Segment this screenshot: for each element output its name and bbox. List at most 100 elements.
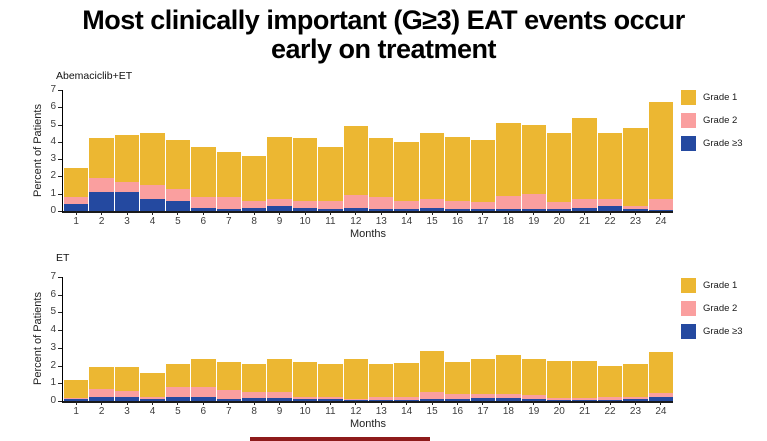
bar-month-23 [623,128,648,211]
y-tick-mark [58,176,62,178]
bar-month-20 [547,361,572,401]
x-tick-label-7: 7 [225,406,232,417]
bar-month-21 [572,117,597,211]
x-tick-label-15: 15 [426,406,438,417]
legend-swatch-grade1 [681,278,696,293]
bar-month-2 [89,138,114,211]
x-tick-label-2: 2 [98,216,105,227]
y-tick-mark [58,211,62,212]
segment-grade3-month-19 [521,209,547,211]
x-tick-mark [242,211,266,215]
legend-label: Grade ≥3 [703,138,743,149]
segment-grade1-month-10 [292,138,318,201]
x-tick-mark [572,211,596,215]
x-tick-mark [649,211,673,215]
segment-grade2-month-1 [64,197,89,205]
y-tick-label-1: 1 [50,377,56,389]
segment-grade1-month-10 [292,362,318,398]
segment-grade3-month-3 [114,396,140,401]
x-tick-label-14: 14 [401,216,413,227]
x-tick-label-5: 5 [175,216,181,227]
segment-grade1-month-4 [140,372,165,398]
segment-grade2-month-22 [597,396,623,401]
x-tick-mark [369,401,393,405]
segment-grade3-month-1 [64,204,89,211]
x-tick-mark [496,401,520,405]
x-tick-label-7: 7 [225,216,232,227]
segment-grade3-month-12 [343,400,369,401]
segment-grade3-month-23 [623,399,648,401]
segment-grade1-month-19 [521,124,547,194]
legend-item: Grade 2 [681,301,743,316]
segment-grade1-month-21 [572,117,597,199]
segment-grade2-month-14 [394,200,419,210]
segment-grade2-month-21 [572,198,597,208]
x-tick-mark [344,211,368,215]
segment-grade2-month-12 [343,195,369,208]
segment-grade3-month-16 [445,209,470,211]
y-tick-mark [58,330,62,332]
segment-grade2-month-3 [114,181,140,192]
x-tick-label-17: 17 [477,216,489,227]
segment-grade3-month-17 [470,209,496,211]
legend-item: Grade 1 [681,278,743,293]
y-tick-label-0: 0 [50,394,56,406]
x-axis-ticks [63,211,673,215]
bar-month-3 [114,367,140,401]
segment-grade1-month-5 [165,140,191,189]
segment-grade1-month-2 [89,138,114,179]
x-tick-label-23: 23 [629,406,642,417]
x-tick-mark [623,401,647,405]
bar-month-1 [64,167,89,211]
segment-grade3-month-4 [140,198,165,211]
x-tick-label-11: 11 [325,406,336,417]
bar-month-21 [572,361,597,401]
legend: Grade 1 Grade 2 Grade ≥3 [681,90,743,159]
segment-grade2-month-2 [89,178,114,192]
x-tick-mark [64,211,88,215]
segment-grade1-month-5 [165,363,191,387]
bar-month-18 [496,355,521,401]
segment-grade1-month-8 [241,363,267,393]
segment-grade3-month-15 [419,399,445,401]
bar-month-7 [216,152,241,211]
x-tick-mark [394,211,418,215]
segment-grade2-month-6 [191,386,216,397]
x-tick-label-1: 1 [73,216,79,227]
segment-grade2-month-13 [369,197,394,210]
x-tick-mark [140,211,164,215]
segment-grade1-month-8 [241,155,267,201]
y-tick-label-7: 7 [50,83,56,95]
segment-grade1-month-14 [394,141,419,201]
x-tick-label-18: 18 [502,406,514,417]
segment-grade1-month-20 [547,133,572,203]
segment-grade3-month-19 [521,399,547,401]
segment-grade1-month-9 [267,136,292,199]
bar-month-9 [267,136,292,211]
segment-grade3-month-24 [648,210,674,211]
segment-grade3-month-17 [470,397,496,401]
y-tick-mark [58,365,62,367]
x-tick-mark [394,401,418,405]
legend-swatch-grade3 [681,324,696,339]
segment-grade3-month-13 [369,209,394,211]
x-tick-label-10: 10 [299,216,311,227]
legend-swatch-grade2 [681,301,696,316]
segment-grade1-month-12 [343,126,369,196]
x-tick-mark [623,211,647,215]
legend-item: Grade 1 [681,90,743,105]
x-tick-mark [522,211,546,215]
segment-grade1-month-13 [369,138,394,198]
x-tick-mark [191,211,215,215]
x-tick-label-16: 16 [451,216,464,227]
segment-grade3-month-18 [496,397,521,401]
x-tick-mark [115,211,139,215]
segment-grade1-month-4 [140,133,165,186]
segment-grade1-month-3 [114,134,140,182]
segment-grade1-month-16 [445,362,470,394]
bar-month-1 [64,379,89,401]
y-tick-label-5: 5 [50,118,56,130]
bar-month-20 [547,133,572,211]
segment-grade3-month-8 [241,397,267,401]
